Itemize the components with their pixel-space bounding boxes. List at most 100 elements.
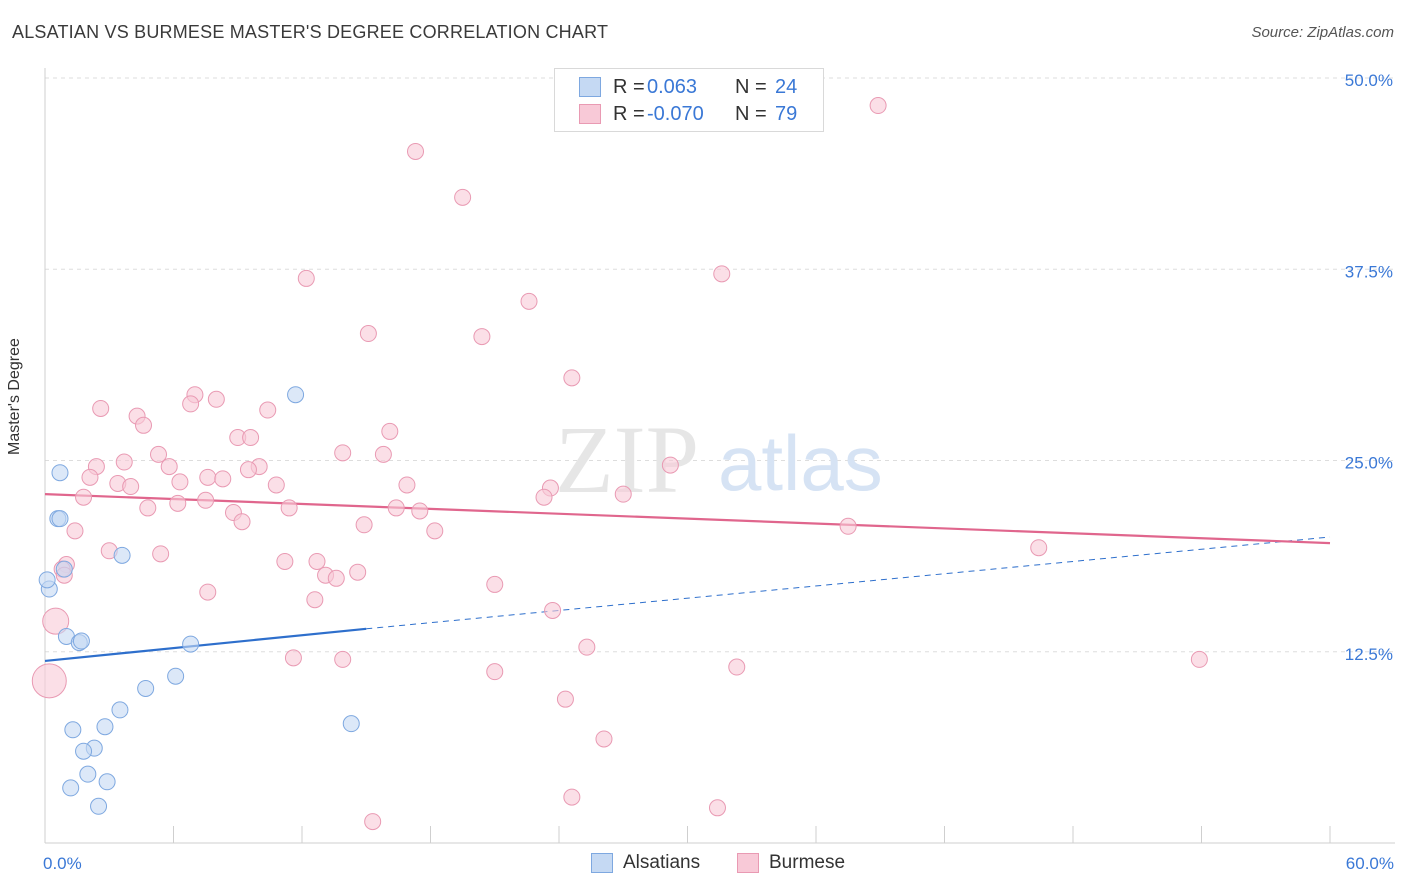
burmese-point — [454, 188, 472, 206]
legend-row-burmese: R = -0.070 N = 79 — [579, 101, 797, 127]
n-value: 79 — [775, 102, 798, 125]
burmese-point — [544, 601, 562, 619]
alsatian-point — [113, 546, 131, 564]
burmese-point — [327, 569, 345, 587]
burmese-point — [267, 476, 285, 494]
burmese-point — [486, 575, 504, 593]
source-label: Source: ZipAtlas.com — [1251, 24, 1394, 41]
burmese-point — [75, 488, 93, 506]
burmese-point — [122, 478, 140, 496]
burmese-point — [197, 491, 215, 509]
watermark-atlas: atlas — [718, 419, 883, 507]
alsatian-point — [75, 742, 93, 760]
burmese-point — [578, 638, 596, 656]
burmese-point — [839, 517, 857, 535]
y-tick-label: 37.5% — [1345, 262, 1393, 281]
burmese-point — [169, 494, 187, 512]
burmese-point — [728, 658, 746, 676]
burmese-point — [150, 445, 168, 463]
grid-lines — [45, 77, 1395, 653]
alsatian-point — [90, 797, 108, 815]
burmese-point — [334, 444, 352, 462]
burmese-point — [556, 690, 574, 708]
burmese-point — [233, 513, 251, 531]
burmese-point — [207, 390, 225, 408]
alsatians-label: Alsatians — [623, 852, 701, 873]
alsatian-point — [62, 779, 80, 797]
axes — [44, 68, 1395, 844]
burmese-point — [381, 422, 399, 440]
burmese-point — [214, 470, 232, 488]
burmese-point — [535, 488, 553, 506]
alsatian-swatch — [579, 77, 601, 97]
burmese-point — [374, 445, 392, 463]
r-label: R = — [613, 102, 645, 125]
burmese-point — [486, 663, 504, 681]
y-tick-label: 25.0% — [1345, 454, 1393, 473]
x-tick-label: 60.0% — [1346, 854, 1394, 873]
burmese-point — [284, 649, 302, 667]
burmese-point — [364, 813, 382, 831]
alsatian-point — [38, 571, 56, 589]
y-axis-label: Master's Degree — [6, 338, 23, 455]
burmese-point — [280, 499, 298, 517]
r-value: 0.063 — [647, 75, 698, 98]
burmese-point — [306, 591, 324, 609]
burmese-point — [520, 292, 538, 310]
burmese-point — [31, 663, 67, 699]
alsatian-point — [182, 635, 200, 653]
burmese-point — [115, 453, 133, 471]
burmese-point — [355, 516, 373, 534]
n-label: N = — [735, 102, 767, 125]
y-tick-label: 50.0% — [1345, 71, 1393, 90]
burmese-point — [334, 650, 352, 668]
alsatian-point — [55, 560, 73, 578]
burmese-point — [563, 788, 581, 806]
alsatian-legend-swatch — [591, 853, 613, 873]
alsatian-point — [342, 715, 360, 733]
n-value: 24 — [775, 75, 798, 98]
burmese-point — [308, 552, 326, 570]
burmese-point — [1030, 539, 1048, 557]
alsatian-point — [137, 679, 155, 697]
burmese-point — [239, 461, 257, 479]
burmese-point — [411, 502, 429, 520]
burmese-legend-swatch — [737, 853, 759, 873]
alsatian-point — [79, 765, 97, 783]
burmese-point — [387, 499, 405, 517]
alsatian-point — [167, 667, 185, 685]
y-tick-label: 12.5% — [1345, 645, 1393, 664]
burmese-point — [242, 429, 260, 447]
n-label: N = — [735, 75, 767, 98]
burmese-point — [869, 97, 887, 115]
burmese-trend-line — [44, 493, 1331, 545]
alsatian-point — [96, 718, 114, 736]
burmese-point — [359, 325, 377, 343]
alsatian-point — [64, 721, 82, 739]
burmese-point — [160, 458, 178, 476]
burmese-point — [66, 522, 84, 540]
alsatian-point — [111, 701, 129, 719]
burmese-point — [276, 552, 294, 570]
burmese-label: Burmese — [769, 852, 846, 873]
burmese-point — [199, 583, 217, 601]
alsatian-point — [51, 510, 69, 528]
burmese-point — [199, 468, 217, 486]
burmese-point — [661, 456, 679, 474]
burmese-point — [349, 563, 367, 581]
data-points — [31, 97, 1208, 831]
burmese-point — [135, 416, 153, 434]
stats-legend: R = 0.063 N = 24 R = -0.070 N = 79 — [554, 68, 824, 132]
alsatian-point — [287, 386, 305, 404]
burmese-point — [297, 269, 315, 287]
burmese-point — [152, 545, 170, 563]
burmese-point — [713, 265, 731, 283]
r-label: R = — [613, 75, 645, 98]
burmese-point — [398, 476, 416, 494]
burmese-point — [171, 473, 189, 491]
burmese-point — [42, 607, 70, 635]
alsatian-point — [51, 464, 69, 482]
r-value: -0.070 — [647, 102, 704, 125]
alsatian-trend-extension — [366, 536, 1331, 630]
